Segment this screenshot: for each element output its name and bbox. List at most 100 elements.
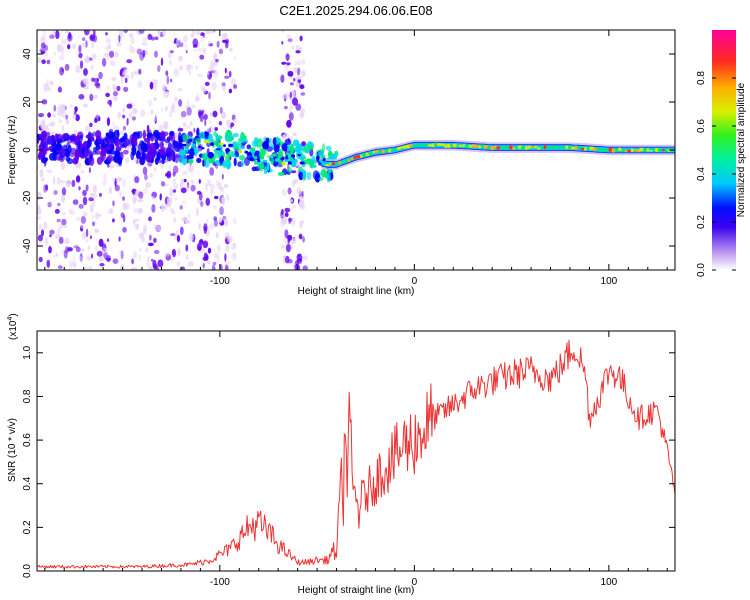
spectrogram-noise-cell — [55, 252, 59, 257]
spectrogram-noise-cell — [197, 245, 202, 251]
spectrogram-noise-cell — [124, 77, 128, 84]
spectrogram-noise-cell — [60, 47, 65, 56]
spectrogram-noise-cell — [230, 122, 235, 127]
spectrogram-noise-cell — [208, 65, 214, 71]
spectrogram-ridge-cell — [524, 145, 528, 150]
spectrogram-noise-cell — [84, 266, 91, 270]
spectrogram-noise-cell — [166, 75, 170, 85]
spectrogram-noise-cell — [123, 125, 126, 131]
spectrogram-noise-cell — [120, 251, 124, 260]
spectrogram-noise-cell — [46, 259, 51, 268]
spectrogram-ridge-cell — [553, 145, 556, 150]
spectrogram-noise-cell — [154, 36, 159, 41]
spectrogram-noise-cell — [219, 206, 224, 216]
spectrogram-noise-cell — [122, 107, 126, 113]
spectrogram-band-cell — [169, 131, 175, 137]
spectrogram-noise-cell — [221, 173, 224, 180]
spectrogram-noise-cell — [202, 263, 205, 269]
spectrogram-noise-cell — [146, 258, 150, 268]
spectrogram-noise-cell — [89, 34, 96, 42]
spectrogram-noise-cell — [72, 199, 79, 205]
spectrogram-band-cell — [86, 143, 90, 152]
spectrogram-noise-cell — [80, 215, 87, 224]
spectrogram-noise-cell — [291, 238, 297, 244]
spectrogram-noise-cell — [293, 67, 298, 73]
spectrogram-noise-cell — [283, 216, 287, 224]
spectrogram-band-cell — [194, 137, 202, 144]
spectrogram-noise-cell — [300, 205, 306, 210]
spectrogram-band-cell — [89, 153, 93, 160]
spectrogram-noise-cell — [37, 216, 42, 220]
spectrogram-band-cell — [67, 144, 72, 154]
spectrogram-band-cell — [39, 146, 44, 156]
spectrogram-noise-cell — [94, 222, 97, 226]
spectrogram-band-cell — [100, 149, 107, 157]
spectrogram-noise-cell — [292, 97, 298, 106]
spectrogram-band-cell — [104, 146, 111, 151]
spectrogram-noise-cell — [295, 263, 301, 270]
snr-y-axis-label: SNR (10 * v/v) — [7, 418, 18, 482]
spectrogram-ridge-cell — [297, 153, 301, 157]
colorbar-tick-label: 0.4 — [696, 167, 707, 181]
spectrogram-ridge-cell — [537, 147, 541, 150]
spectrogram-noise-cell — [137, 199, 144, 203]
spectrogram-noise-cell — [68, 208, 73, 215]
spectrogram-noise-cell — [152, 79, 158, 84]
spectrogram-noise-cell — [208, 125, 214, 133]
colorbar-label: Normalized spectral amplitude — [736, 82, 747, 217]
spectrogram-noise-cell — [79, 252, 83, 262]
spectrogram-noise-cell — [147, 33, 153, 41]
spectrogram-ridge-cell — [274, 158, 281, 162]
spectrogram-noise-cell — [61, 212, 67, 216]
spectrogram-noise-cell — [209, 59, 216, 68]
spectrogram-noise-cell — [178, 42, 184, 48]
spectrogram-band-cell — [196, 157, 202, 163]
spectrogram-noise-cell — [138, 191, 144, 199]
spectrogram-noise-cell — [61, 38, 67, 45]
spectrogram-noise-cell — [198, 222, 201, 230]
spectrogram-noise-cell — [124, 202, 131, 210]
spectrogram-ridge-cell — [664, 148, 669, 153]
spectrogram-noise-cell — [106, 238, 110, 242]
spectrogram-noise-cell — [155, 225, 162, 232]
spectrogram-band-cell — [51, 147, 58, 154]
spectrogram-noise-cell — [142, 187, 149, 195]
spectrogram-ridge-cell — [400, 146, 404, 149]
spectrogram-noise-cell — [85, 40, 88, 48]
spectrogram-noise-cell — [163, 90, 170, 99]
spectrogram-noise-cell — [96, 250, 103, 257]
spectrogram-band-cell — [151, 147, 157, 157]
spectrogram-noise-cell — [198, 179, 201, 184]
spectrogram-band-cell — [196, 127, 200, 136]
spectrogram-noise-cell — [105, 32, 108, 36]
spectrogram-band-cell — [287, 167, 293, 173]
spectrogram-noise-cell — [89, 93, 94, 101]
spectrogram-noise-cell — [296, 60, 301, 66]
spectrogram-band-cell — [115, 146, 122, 152]
spectrogram-band-cell — [136, 149, 141, 157]
spectrogram-noise-cell — [124, 74, 130, 80]
spectrogram-ridge-cell — [356, 154, 361, 159]
spectrogram-noise-cell — [140, 109, 146, 118]
spectrogram-noise-cell — [52, 113, 57, 118]
spectrogram-noise-cell — [153, 82, 158, 91]
spectrogram-noise-cell — [89, 265, 92, 270]
colorbar-tick-label: 0.0 — [696, 263, 707, 277]
spectrogram-band-cell — [208, 133, 214, 143]
spectrogram-ridge-cell — [584, 146, 587, 151]
spectrogram-ridge-cell — [200, 147, 205, 150]
spectrogram-noise-cell — [132, 250, 138, 260]
spectrogram-noise-cell — [95, 244, 98, 252]
spectrogram-noise-cell — [224, 67, 227, 74]
spectrogram-noise-cell — [287, 70, 294, 77]
spectrogram-ridge-cell — [478, 145, 482, 149]
spectrogram-band-cell — [55, 143, 62, 151]
spectrogram-noise-cell — [61, 195, 66, 203]
spectrogram-noise-cell — [99, 87, 102, 93]
spectrogram-noise-cell — [139, 248, 142, 252]
spectrogram-ridge-cell — [565, 145, 569, 149]
spectrogram-ridge-cell — [649, 149, 653, 152]
spectrogram-noise-cell — [202, 87, 207, 94]
spectrogram-ridge-cell — [533, 145, 538, 149]
spectrogram-ridge-cell — [596, 147, 600, 151]
